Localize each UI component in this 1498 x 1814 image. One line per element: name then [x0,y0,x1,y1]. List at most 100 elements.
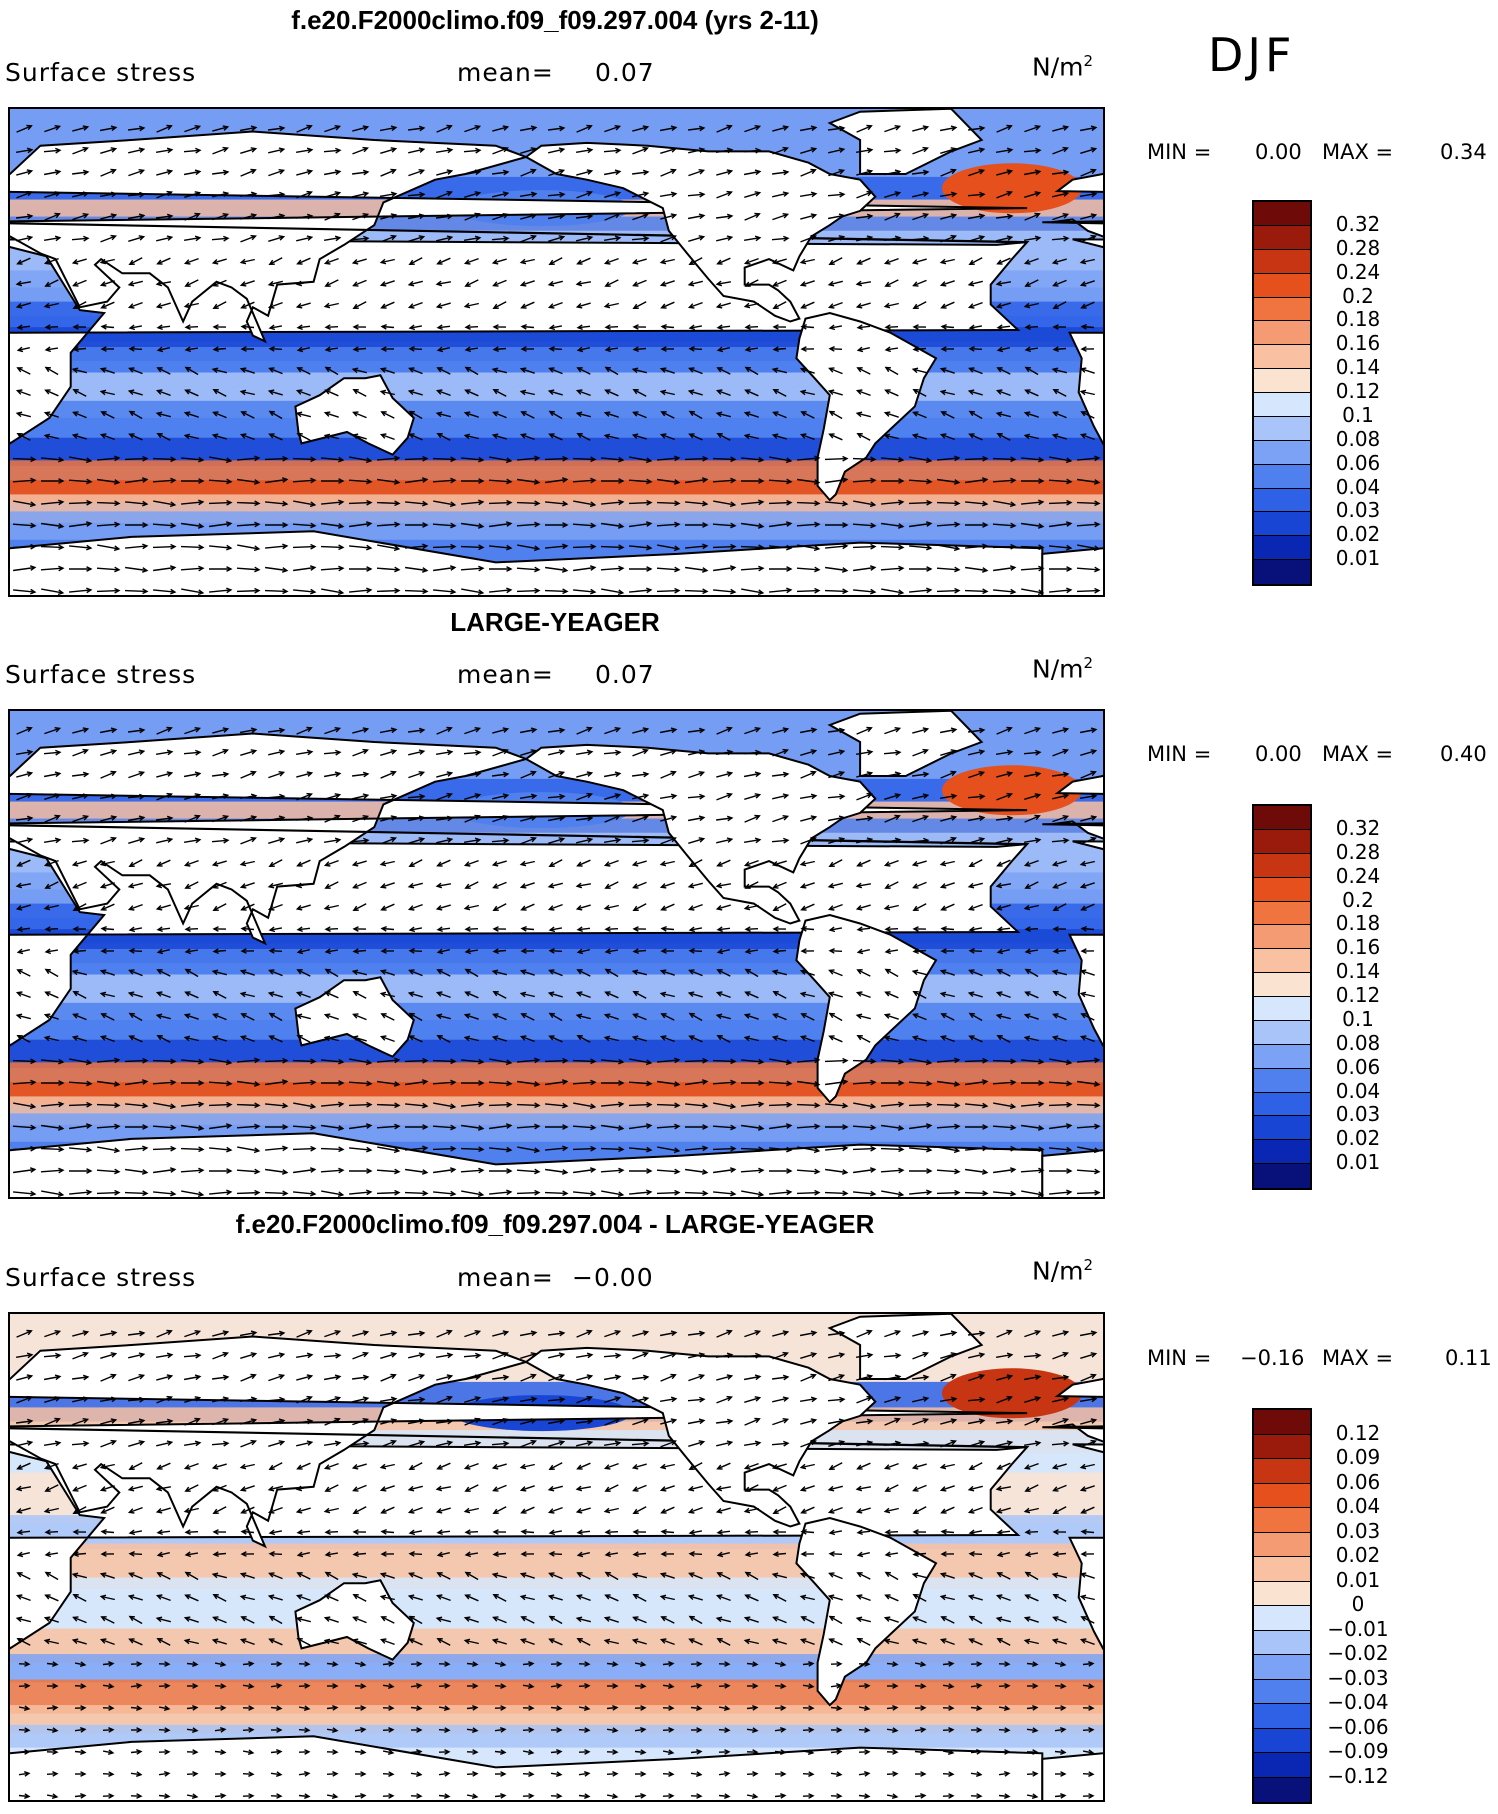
arrow-shaft [940,837,956,845]
arrow-head [939,258,947,265]
arrow-head [659,1035,667,1041]
arrow-head [744,991,751,997]
arrow-shaft [656,1103,680,1107]
arrow-head [1063,1440,1070,1447]
arrow-head [334,1330,342,1336]
arrow-shaft [97,1080,119,1086]
arrow-head [530,770,537,777]
arrow-head [394,455,401,462]
arrow-shaft [549,1530,563,1534]
arrow-shaft [969,1035,983,1043]
arrow-shaft [69,1058,91,1064]
arrow-head [492,324,499,330]
arrow-shaft [605,859,619,867]
arrow-shaft [801,1638,815,1646]
arrow-head [614,771,622,778]
arrow-head [296,1637,303,1644]
arrow-shaft [268,148,284,154]
arrow-head [786,478,793,485]
arrow-head [1035,1352,1042,1359]
arrow-head [534,521,541,528]
arrow-head [968,1572,975,1578]
arrow-shaft [296,1375,312,1381]
arrow-head [15,1507,23,1514]
arrow-shaft [240,169,256,177]
arrow-head [827,389,835,396]
arrow-head [575,1594,583,1600]
arrow-shaft [1023,751,1041,755]
arrow-head [24,1661,31,1667]
arrow-head [71,1572,79,1579]
arrow-head [43,302,51,309]
arrow-head [800,1528,807,1535]
arrow-head [72,948,79,955]
arrow-head [379,991,387,998]
arrow-shaft [548,1332,564,1336]
arrow-shaft [1021,1059,1043,1063]
arrow-shaft [1025,1484,1039,1492]
arrow-shaft [461,588,483,594]
arrow-head [212,905,219,912]
arrow-head [296,367,303,373]
arrow-head [870,1145,877,1152]
arrow-head [278,837,286,843]
arrow-head [758,456,765,463]
arrow-shaft [129,903,143,911]
arrow-shaft [912,1376,928,1380]
arrow-head [562,455,569,462]
arrow-shaft [157,1014,171,1020]
arrow-shaft [465,1531,479,1533]
arrow-head [726,235,734,241]
north-atlantic-maximum [941,1368,1082,1419]
arrow-shaft [128,771,144,779]
arrow-shaft [941,970,955,976]
arrow-shaft [717,1035,731,1043]
arrow-shaft [718,1685,730,1687]
arrow-head [758,565,765,572]
arrow-shaft [125,545,147,549]
arrow-shaft [15,751,33,755]
arrow-shaft [129,1485,143,1491]
arrow-shaft [517,1080,539,1086]
arrow-shaft [352,1352,368,1360]
arrow-shaft [213,991,227,999]
arrow-head [142,1145,149,1152]
arrow-shaft [101,325,115,329]
arrow-head [155,1013,163,1020]
arrow-shaft [236,1103,260,1107]
arrow-shaft [969,1506,983,1514]
arrow-shaft [689,301,703,309]
arrow-head [44,883,51,889]
arrow-shaft [45,1594,59,1602]
arrow-head [810,147,818,153]
arrow-shaft [801,1463,815,1469]
arrow-head [612,1683,619,1689]
arrow-head [632,1529,639,1535]
arrow-shaft [773,1036,787,1042]
arrow-head [127,280,135,287]
arrow-shaft [268,771,284,779]
arrow-shaft [1025,1462,1039,1470]
arrow-shaft [857,1507,871,1513]
arrow-shaft [72,794,88,800]
arrow-shaft [521,927,535,931]
arrow-head [786,1168,793,1174]
arrow-shaft [517,544,539,550]
arrow-head [379,389,387,396]
arrow-shaft [717,1014,731,1020]
arrow-head [492,948,499,955]
arrow-head [24,1683,31,1689]
arrow-head [555,1683,563,1689]
arrow-head [1051,258,1059,265]
arrow-head [674,566,681,573]
arrow-head [912,883,919,889]
arrow-head [614,793,622,799]
arrow-head [558,235,566,241]
arrow-shaft [432,1125,456,1129]
arrow-head [166,1395,173,1402]
arrow-head [586,147,594,154]
arrow-shaft [325,928,339,930]
arrow-shaft [353,368,367,374]
arrow-head [782,727,790,733]
arrow-head [576,926,583,933]
